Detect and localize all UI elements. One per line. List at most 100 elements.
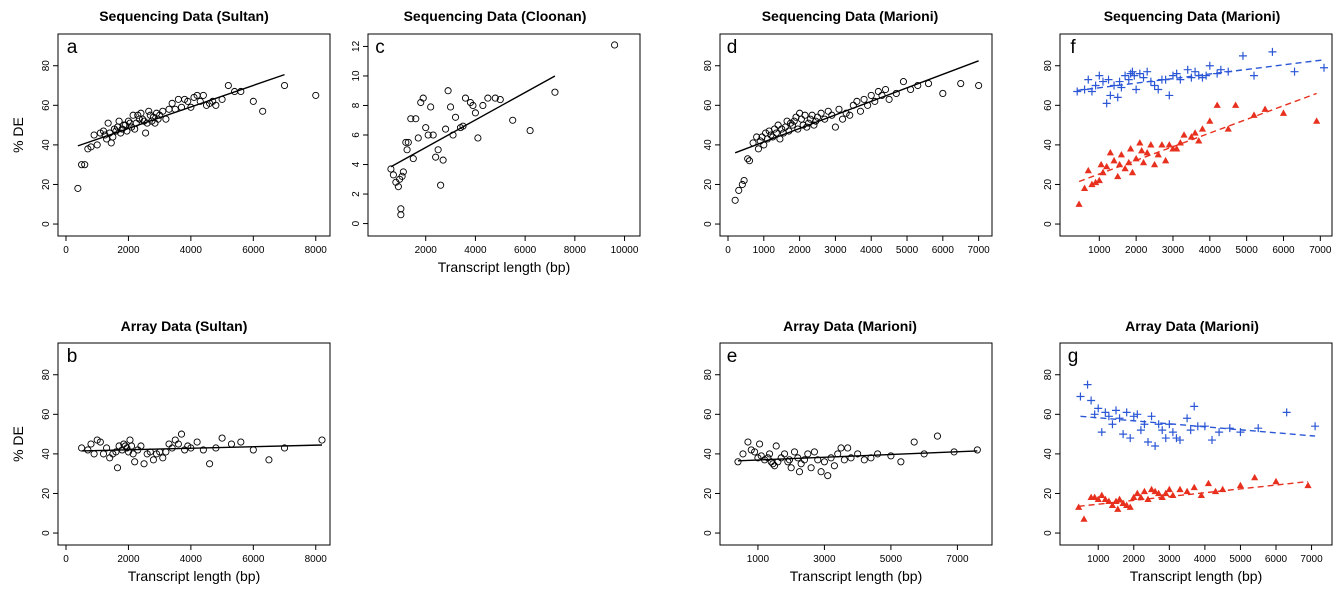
panel-letter: e <box>727 346 738 367</box>
data-point <box>404 138 412 146</box>
x-tick-label: 1000 <box>1087 554 1110 565</box>
data-point <box>312 91 320 99</box>
data-point <box>1119 499 1127 506</box>
data-point <box>797 115 805 123</box>
data-point <box>1165 141 1173 148</box>
data-point <box>280 81 289 90</box>
data-point <box>121 442 129 450</box>
data-point <box>871 97 879 105</box>
x-tick-label: 5000 <box>896 245 919 256</box>
x-tick-label: 5000 <box>880 554 903 565</box>
x-tick-label: 2000 <box>788 245 811 256</box>
data-point <box>824 472 832 480</box>
data-point <box>874 450 882 458</box>
data-point <box>939 89 947 97</box>
panel-title: Array Data (Sultan) <box>121 318 248 334</box>
data-point <box>1213 101 1221 108</box>
data-point <box>1183 487 1191 495</box>
data-point <box>749 139 757 147</box>
data-point <box>1106 149 1114 156</box>
y-tick-label: 8 <box>351 102 362 108</box>
x-tick-label: 8000 <box>305 245 328 256</box>
data-point <box>817 468 825 476</box>
data-point <box>162 115 170 123</box>
y-tick-label: 60 <box>41 408 52 420</box>
data-point <box>90 131 98 139</box>
data-point <box>846 111 854 119</box>
data-point <box>860 95 868 103</box>
data-point <box>860 456 868 464</box>
x-tick-label: 6000 <box>1265 554 1288 565</box>
data-point <box>174 95 182 103</box>
y-axis-label: % DE <box>10 426 26 462</box>
trend-line <box>1078 92 1317 183</box>
data-point <box>199 446 207 454</box>
data-point <box>103 444 111 452</box>
x-tick-label: 6000 <box>932 245 955 256</box>
y-tick-label: 20 <box>41 487 52 499</box>
data-point <box>212 444 220 452</box>
data-point <box>187 444 195 452</box>
data-point <box>920 450 928 458</box>
y-tick-label: 0 <box>703 530 714 536</box>
data-point <box>1304 481 1312 489</box>
plot-frame <box>719 33 993 237</box>
data-point <box>975 81 983 90</box>
data-point <box>429 131 437 139</box>
data-point <box>432 153 440 161</box>
y-tick-label: 80 <box>1043 369 1054 381</box>
data-point <box>1108 501 1117 508</box>
data-point <box>1311 422 1320 431</box>
data-point <box>1138 147 1146 154</box>
y-tick-label: 20 <box>41 178 52 190</box>
data-point <box>1254 424 1263 433</box>
data-point <box>78 444 86 452</box>
data-point <box>1115 160 1124 168</box>
data-point <box>1121 71 1130 80</box>
data-point <box>1139 158 1148 166</box>
data-point <box>751 448 759 456</box>
y-tick-label: 40 <box>1043 448 1054 460</box>
data-point <box>864 101 872 109</box>
x-tick-label: 8000 <box>564 245 587 256</box>
data-point <box>212 101 220 109</box>
data-point <box>146 448 154 456</box>
data-point <box>1137 493 1145 501</box>
panel-title: Array Data (Marioni) <box>1125 318 1259 334</box>
data-point <box>1102 99 1111 108</box>
data-point <box>787 464 795 472</box>
data-point <box>1154 85 1163 94</box>
data-point <box>1162 156 1170 164</box>
data-point <box>1133 489 1141 497</box>
y-tick-label: 60 <box>1043 99 1054 111</box>
y-tick-label: 80 <box>1043 60 1054 72</box>
data-point <box>1144 495 1152 503</box>
data-point <box>810 121 818 129</box>
data-point <box>1073 87 1082 96</box>
data-point <box>803 123 811 131</box>
data-point <box>1084 75 1093 84</box>
data-point <box>1211 487 1220 495</box>
x-tick-label: 0 <box>725 245 731 256</box>
data-point <box>1165 420 1174 429</box>
x-tick-label: 3000 <box>1162 245 1185 256</box>
y-tick-label: 0 <box>41 530 52 536</box>
data-point <box>1136 426 1145 435</box>
data-point <box>1172 434 1181 443</box>
data-point <box>124 448 132 456</box>
data-point <box>168 99 176 107</box>
panel-title: Array Data (Marioni) <box>783 318 917 334</box>
x-tick-label: 0 <box>63 554 69 565</box>
trend-line <box>734 60 979 154</box>
data-point <box>910 438 918 446</box>
data-point <box>496 96 504 104</box>
data-point <box>1104 412 1113 421</box>
data-point <box>81 161 89 169</box>
data-point <box>867 454 875 462</box>
y-tick-label: 60 <box>1043 408 1054 420</box>
data-point <box>1202 71 1211 80</box>
panel-g: Array Data (Marioni) g 1000 2000 3000 4000 500… <box>1043 318 1333 584</box>
x-tick-label: 5000 <box>1229 554 1252 565</box>
data-point <box>397 211 405 219</box>
